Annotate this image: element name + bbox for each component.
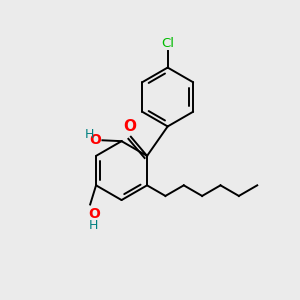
Text: Cl: Cl [161,37,174,50]
Text: O: O [89,133,101,147]
Text: O: O [88,207,101,221]
Text: H: H [88,219,98,232]
Text: O: O [123,119,136,134]
Text: H: H [85,128,94,141]
